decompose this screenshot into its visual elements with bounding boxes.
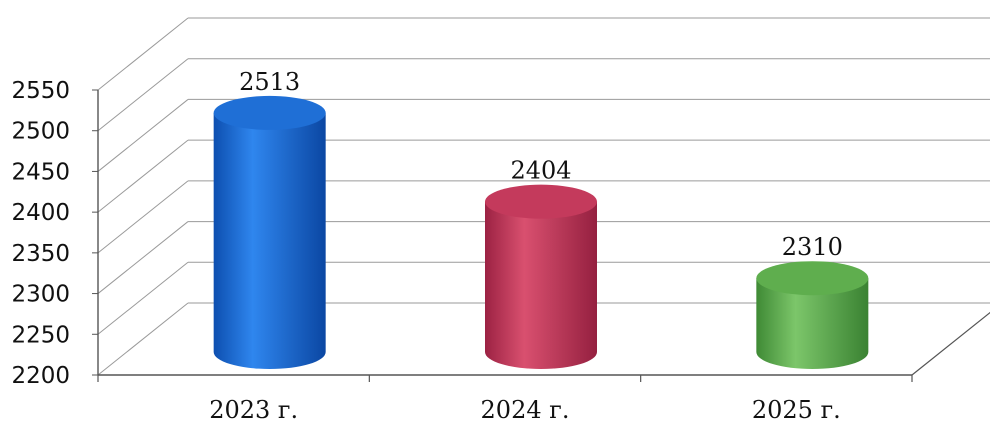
- y-tick-label: 2400: [11, 200, 70, 226]
- bar-body: [213, 112, 326, 369]
- y-tick-label: 2200: [11, 363, 70, 389]
- data-label: 2513: [239, 68, 300, 96]
- bar-body: [756, 278, 869, 369]
- data-labels: 2513 2404 2310: [239, 68, 843, 261]
- wall-gridline: [97, 58, 189, 132]
- y-axis-ticks: 2200 2250 2300 2350 2400 2450 2500 2550: [11, 78, 70, 389]
- x-tick-label: 2025 г.: [752, 396, 841, 423]
- data-label: 2310: [782, 233, 843, 261]
- bar-top: [485, 184, 597, 219]
- y-tick-label: 2300: [11, 282, 70, 308]
- wall-gridline: [97, 99, 189, 172]
- data-label: 2404: [510, 157, 571, 185]
- wall-gridline: [97, 302, 189, 376]
- bar: [485, 184, 597, 369]
- axes: [92, 89, 990, 382]
- y-tick-label: 2550: [11, 78, 70, 104]
- x-tick-label: 2024 г.: [481, 396, 570, 423]
- bar: [756, 261, 869, 369]
- y-tick-label: 2350: [11, 241, 70, 267]
- bar-top: [756, 261, 869, 296]
- wall-gridline: [97, 221, 189, 294]
- wall-gridline: [97, 17, 189, 91]
- bars: [213, 95, 869, 369]
- x-tick-label: 2023 г.: [209, 396, 298, 423]
- y-tick-label: 2250: [11, 322, 70, 348]
- bar: [213, 95, 326, 369]
- floor-right-edge: [911, 311, 990, 376]
- bar-top: [213, 95, 326, 130]
- x-axis-ticks: 2023 г. 2024 г. 2025 г.: [209, 396, 841, 423]
- bar-body: [485, 201, 597, 369]
- wall-gridline: [97, 180, 189, 254]
- wall-gridline: [97, 261, 189, 335]
- y-tick-label: 2450: [11, 159, 70, 185]
- y-tick-label: 2500: [11, 119, 70, 145]
- wall-gridline: [97, 139, 189, 213]
